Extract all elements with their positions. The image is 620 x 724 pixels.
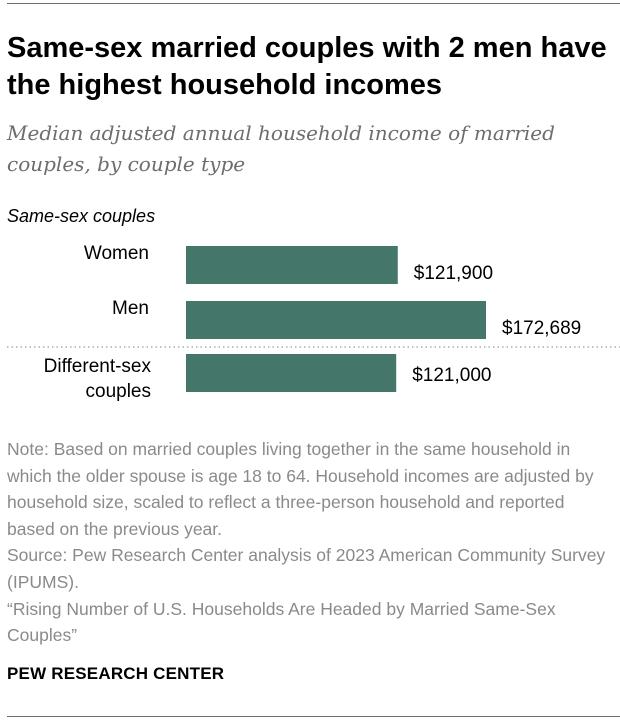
- note-text: Note: Based on married couples living to…: [7, 439, 594, 539]
- bottom-rule: [7, 716, 620, 717]
- bar-chart: Same-sex couples Women $121,900 Men $172,689…: [7, 206, 620, 402]
- category-label-men: Men: [112, 298, 149, 319]
- category-label-women: Women: [84, 243, 149, 264]
- bar-men: [186, 301, 486, 339]
- brand-logo-text: PEW RESEARCH CENTER: [7, 664, 225, 683]
- value-label-men: $172,689: [502, 318, 581, 339]
- value-label-women: $121,900: [414, 263, 493, 284]
- bar-different-sex-couples: [186, 354, 397, 392]
- top-rule: [7, 3, 620, 4]
- value-label-different-sex-couples: $121,000: [412, 365, 491, 386]
- bar-women: [186, 246, 398, 284]
- category-label-different-sex-line-1: Different-sex: [44, 356, 152, 377]
- source-text: Source: Pew Research Center analysis of …: [7, 545, 606, 592]
- group-label-same-sex: Same-sex couples: [7, 206, 155, 226]
- chart-notes: Note: Based on married couples living to…: [7, 436, 613, 649]
- report-title: “Rising Number of U.S. Households Are He…: [7, 598, 556, 646]
- chart-title: Same-sex married couples with 2 men have…: [7, 32, 607, 101]
- category-label-different-sex-line-2: couples: [86, 381, 152, 402]
- chart-subtitle: Median adjusted annual household income …: [7, 121, 555, 176]
